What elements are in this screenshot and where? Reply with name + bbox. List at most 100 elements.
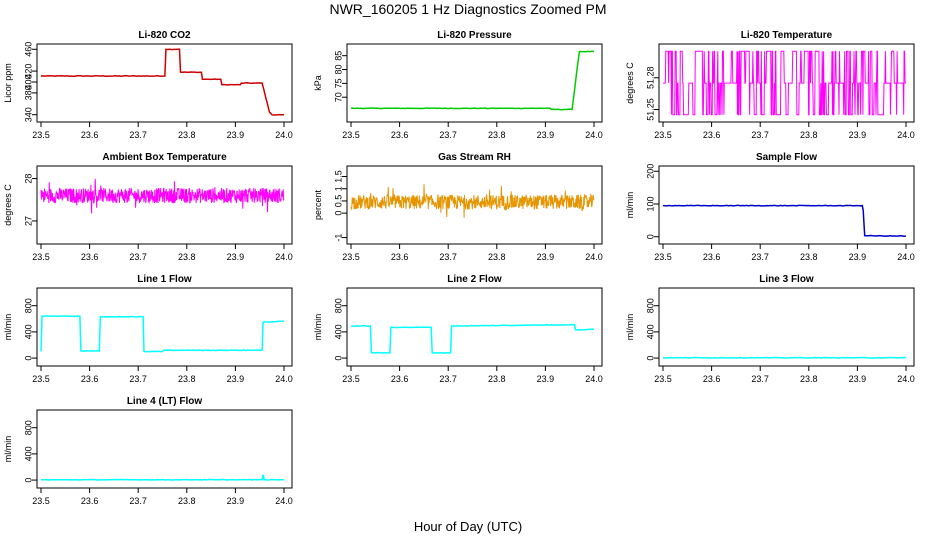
x-tick-label: 23.6	[81, 252, 99, 262]
panel-ylabel: ml/min	[625, 314, 635, 341]
panel-ylabel: ml/min	[313, 314, 323, 341]
x-tick-label: 23.5	[32, 130, 50, 140]
series-line	[663, 50, 906, 116]
y-tick-label: 100	[645, 196, 655, 211]
y-tick-label: 800	[333, 298, 343, 313]
panel-title: Ambient Box Temperature	[102, 152, 227, 163]
panel-temperature: Li-820 Temperature degrees C 23.5 23.6 23.7 2…	[625, 30, 915, 140]
x-tick-label: 23.5	[32, 496, 50, 506]
y-tick-label: 400	[23, 74, 33, 89]
panel-frame	[658, 43, 915, 123]
panel-frame	[346, 165, 603, 245]
x-tick-label: 23.6	[703, 252, 721, 262]
y-tick-label: 800	[23, 420, 33, 435]
y-tick-label: 0	[23, 478, 33, 483]
x-tick-label: 23.5	[32, 374, 50, 384]
x-tick-label: 23.9	[537, 130, 555, 140]
x-tick-label: 23.5	[32, 252, 50, 262]
y-tick-label: 75	[333, 78, 343, 88]
y-tick-label: 51.28	[645, 66, 655, 89]
y-tick-label: 27	[23, 216, 33, 226]
x-tick-label: 23.7	[751, 252, 769, 262]
x-tick-label: 23.9	[227, 252, 245, 262]
panel-line4: Line 4 (LT) Flow ml/min 23.5 23.6 23.7 23.8 23…	[3, 396, 293, 506]
panels-group: Li-820 CO2 Licor ppm 23.5 23.6 23.7 23.8 23.9 2…	[3, 30, 915, 506]
y-tick-label: 0	[333, 356, 343, 361]
panel-title: Li-820 CO2	[138, 30, 191, 41]
x-tick-label: 24.0	[585, 374, 603, 384]
x-tick-label: 23.6	[391, 130, 409, 140]
series-line	[40, 178, 285, 214]
panel-title: Gas Stream RH	[438, 152, 511, 163]
x-tick-label: 23.7	[129, 252, 147, 262]
panel-frame	[36, 165, 293, 245]
panel-sampleflow: Sample Flow ml/min 23.5 23.6 23.7 23.8 23.9 24.…	[625, 152, 915, 262]
x-tick-label: 23.9	[227, 130, 245, 140]
x-tick-label: 23.6	[81, 130, 99, 140]
x-tick-label: 23.9	[849, 252, 867, 262]
y-tick-label: 400	[333, 324, 343, 339]
panel-title: Sample Flow	[756, 152, 817, 163]
x-tick-label: 23.8	[488, 130, 506, 140]
x-tick-label: 24.0	[897, 252, 915, 262]
panel-line1: Line 1 Flow ml/min 23.5 23.6 23.7 23.8 23.9 24.…	[3, 274, 293, 384]
x-tick-label: 23.9	[537, 252, 555, 262]
x-tick-label: 23.9	[537, 374, 555, 384]
series-line	[350, 323, 594, 354]
x-tick-label: 24.0	[275, 252, 293, 262]
y-tick-label: 420	[23, 64, 33, 79]
x-tick-label: 23.8	[488, 252, 506, 262]
x-tick-label: 24.0	[897, 130, 915, 140]
panel-frame	[36, 409, 293, 489]
x-tick-label: 23.6	[391, 374, 409, 384]
y-tick-label: 70	[333, 92, 343, 102]
x-tick-label: 23.8	[178, 496, 196, 506]
y-tick-label: 0	[645, 356, 655, 361]
panel-frame	[36, 287, 293, 367]
x-tick-label: 23.7	[129, 496, 147, 506]
y-tick-label: 1.5	[333, 170, 343, 183]
x-tick-label: 23.8	[178, 130, 196, 140]
y-tick-label: 400	[23, 324, 33, 339]
x-tick-label: 23.6	[81, 374, 99, 384]
x-tick-label: 23.5	[342, 374, 360, 384]
panel-line2: Line 2 Flow ml/min 23.5 23.6 23.7 23.8 23.9 24.…	[313, 274, 603, 384]
x-tick-label: 23.9	[849, 374, 867, 384]
y-tick-label: 380	[23, 85, 33, 100]
x-tick-label: 23.7	[751, 374, 769, 384]
panel-line3: Line 3 Flow ml/min 23.5 23.6 23.7 23.8 23.9 24.…	[625, 274, 915, 384]
series-line	[662, 204, 907, 237]
panel-ylabel: percent	[313, 189, 323, 220]
y-tick-label: 51.25	[645, 98, 655, 121]
y-tick-label: 200	[645, 164, 655, 179]
y-tick-label: 0	[333, 211, 343, 216]
y-tick-label: 80	[333, 65, 343, 75]
panel-frame	[658, 287, 915, 367]
x-tick-label: 23.7	[129, 130, 147, 140]
y-tick-label: 0.5	[333, 195, 343, 208]
y-tick-label: 0	[23, 356, 33, 361]
x-tick-label: 23.7	[751, 130, 769, 140]
figure-xlabel: Hour of Day (UTC)	[414, 519, 522, 534]
x-tick-label: 23.8	[800, 130, 818, 140]
y-tick-label: 400	[23, 446, 33, 461]
panel-ylabel: kPa	[313, 75, 323, 91]
panel-title: Line 3 Flow	[759, 274, 814, 285]
panel-rh: Gas Stream RH percent 23.5 23.6 23.7 23.8 23.9…	[313, 152, 603, 262]
panel-frame	[658, 165, 915, 245]
series-line	[350, 184, 595, 218]
x-tick-label: 23.7	[129, 374, 147, 384]
panel-pressure: Li-820 Pressure kPa 23.5 23.6 23.7 23.8 23.9 24…	[313, 30, 603, 140]
panel-ylabel: ml/min	[3, 436, 13, 463]
x-tick-label: 23.8	[800, 374, 818, 384]
panel-ylabel: ml/min	[3, 314, 13, 341]
x-tick-label: 24.0	[585, 252, 603, 262]
y-tick-label: 0	[645, 234, 655, 239]
x-tick-label: 23.8	[488, 374, 506, 384]
y-tick-label: 400	[645, 324, 655, 339]
series-line	[40, 315, 285, 353]
x-tick-label: 23.6	[81, 496, 99, 506]
x-tick-label: 23.8	[178, 374, 196, 384]
x-tick-label: 23.6	[703, 130, 721, 140]
x-tick-label: 24.0	[585, 130, 603, 140]
